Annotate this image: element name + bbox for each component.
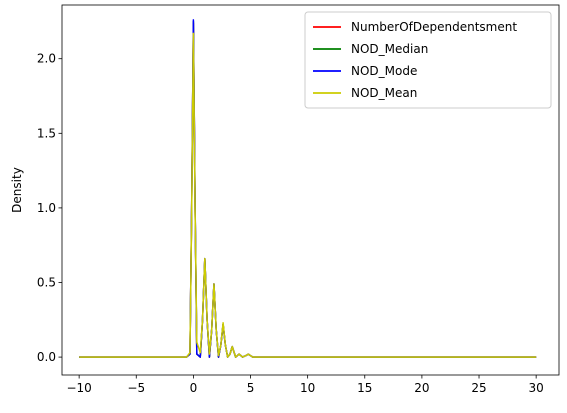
x-axis: −10 −5 0 5 10 15 20 25 30 <box>66 375 544 395</box>
legend: NumberOfDependentsment NOD_Median NOD_Mode… <box>304 11 552 109</box>
y-tick-label: 2.0 <box>37 52 56 66</box>
y-tick-label: 0.5 <box>37 276 56 290</box>
x-tick-label: 20 <box>414 381 429 395</box>
y-axis: 0.0 0.5 1.0 1.5 2.0 <box>37 52 62 364</box>
x-tick-label: 0 <box>190 381 198 395</box>
legend-label: NumberOfDependentsment <box>351 20 517 34</box>
y-tick-label: 0.0 <box>37 350 56 364</box>
x-tick-label: 10 <box>300 381 315 395</box>
y-tick-label: 1.0 <box>37 201 56 215</box>
series-layer <box>79 19 537 358</box>
x-tick-label: −5 <box>127 381 145 395</box>
x-tick-label: 30 <box>529 381 544 395</box>
y-axis-label: Density <box>10 167 24 213</box>
x-tick-label: −10 <box>66 381 91 395</box>
y-tick-label: 1.5 <box>37 126 56 140</box>
series-line-3 <box>79 32 537 358</box>
x-tick-label: 25 <box>471 381 486 395</box>
x-tick-label: 5 <box>247 381 255 395</box>
legend-box <box>304 11 552 109</box>
legend-label: NOD_Mean <box>351 86 417 100</box>
legend-label: NOD_Median <box>351 42 428 56</box>
legend-label: NOD_Mode <box>351 64 417 78</box>
plot-frame <box>61 4 560 376</box>
x-tick-label: 15 <box>357 381 372 395</box>
